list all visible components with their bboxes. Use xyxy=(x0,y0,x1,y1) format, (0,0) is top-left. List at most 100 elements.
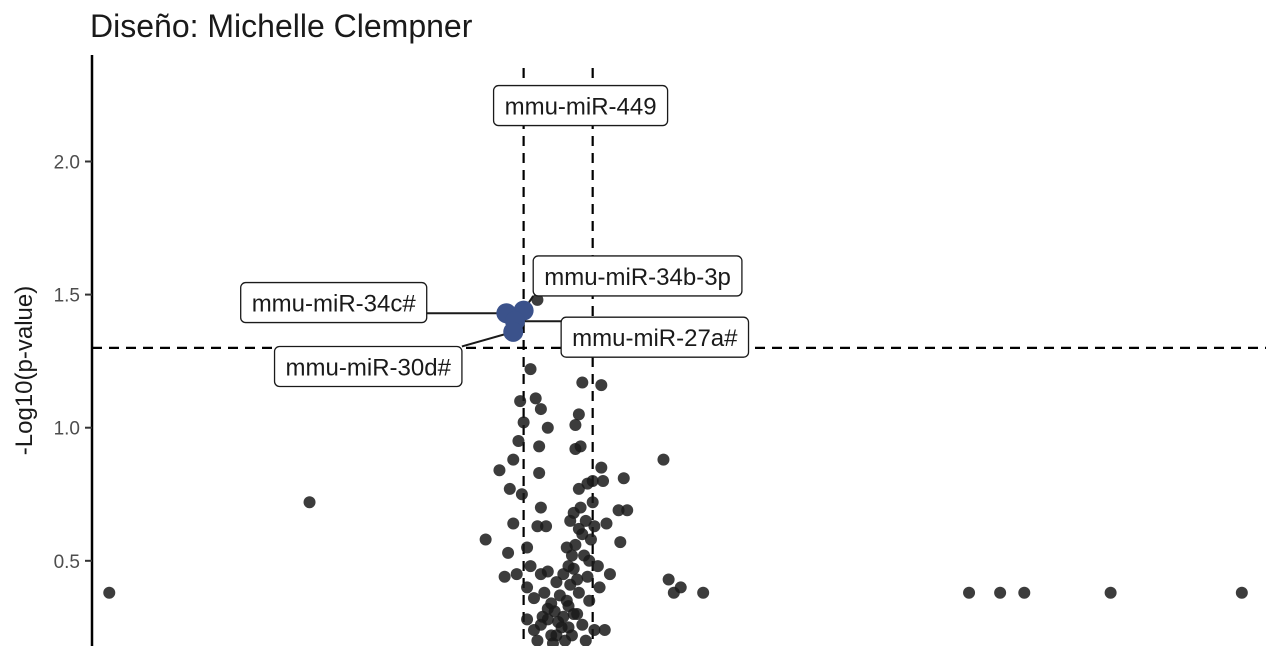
data-point xyxy=(562,621,575,634)
data-point xyxy=(674,581,687,594)
data-point xyxy=(550,576,563,589)
highlighted-points xyxy=(426,95,562,348)
axes: 0.5 1.0 1.5 2.0 -Log10(p-value) xyxy=(11,55,94,646)
data-point xyxy=(1235,586,1248,599)
point-label-text: mmu-miR-27a# xyxy=(572,325,738,352)
data-point xyxy=(498,570,511,583)
data-point xyxy=(603,568,616,581)
data-point xyxy=(524,363,537,376)
data-point xyxy=(303,496,316,509)
data-point xyxy=(581,570,594,583)
data-point xyxy=(527,624,540,637)
data-point xyxy=(514,395,527,408)
point-label-text: mmu-miR-30d# xyxy=(286,354,452,381)
data-point xyxy=(515,488,528,501)
data-point xyxy=(517,416,530,429)
data-point xyxy=(579,634,592,646)
data-point xyxy=(533,466,546,479)
data-point xyxy=(581,477,594,490)
data-point xyxy=(569,443,582,455)
point-label: mmu-miR-449 xyxy=(492,84,669,127)
data-point xyxy=(583,594,596,607)
data-point xyxy=(507,517,520,530)
y-tick-label: 1.0 xyxy=(54,419,80,440)
point-label: mmu-miR-34c# xyxy=(240,281,428,324)
y-tick-label: 0.5 xyxy=(54,552,80,573)
data-point xyxy=(598,624,611,637)
data-point xyxy=(533,440,546,453)
data-point xyxy=(531,634,544,646)
data-point xyxy=(521,541,534,554)
data-point xyxy=(534,403,547,416)
data-point xyxy=(552,616,565,629)
point-label-box xyxy=(273,345,463,388)
data-point xyxy=(512,435,525,448)
data-point xyxy=(479,533,492,546)
data-point xyxy=(510,568,523,581)
data-point xyxy=(994,586,1007,599)
chart-title: Diseño: Michelle Clempner xyxy=(90,8,473,44)
data-point xyxy=(617,472,630,485)
data-point xyxy=(541,565,554,578)
point-label-text: mmu-miR-34c# xyxy=(252,291,417,318)
data-point xyxy=(540,520,553,533)
data-point xyxy=(529,392,542,405)
data-point xyxy=(553,589,566,602)
data-point xyxy=(657,453,670,466)
data-point xyxy=(595,461,608,474)
data-point xyxy=(524,560,537,573)
data-point xyxy=(531,293,544,306)
data-point xyxy=(502,546,515,559)
data-point xyxy=(572,482,585,495)
data-point xyxy=(621,504,634,517)
data-point xyxy=(527,592,540,605)
data-point xyxy=(569,538,582,551)
data-point xyxy=(521,613,534,626)
data-point xyxy=(662,573,675,586)
data-point xyxy=(541,421,554,434)
data-point xyxy=(503,482,516,495)
data-point xyxy=(572,586,585,599)
data-point xyxy=(538,586,551,599)
y-tick-label: 2.0 xyxy=(54,152,80,173)
data-point xyxy=(588,520,601,533)
data-point xyxy=(531,520,544,533)
point-labels: mmu-miR-449 mmu-miR-34b-3p mmu-miR-34c# mmu… xyxy=(240,84,750,388)
data-point xyxy=(586,496,599,509)
data-point xyxy=(584,533,597,546)
data-point xyxy=(576,376,589,389)
data-point xyxy=(600,517,613,530)
y-axis-label: -Log10(p-value) xyxy=(11,286,38,455)
point-label-box xyxy=(532,255,743,297)
data-point xyxy=(588,624,601,637)
data-point xyxy=(963,586,976,599)
data-point xyxy=(569,419,582,432)
data-point xyxy=(521,581,534,594)
data-point xyxy=(614,536,627,549)
data-point xyxy=(612,504,625,517)
data-point xyxy=(576,528,589,541)
point-label: mmu-miR-34b-3p xyxy=(532,255,743,297)
data-point xyxy=(103,586,116,599)
data-point xyxy=(597,474,610,487)
data-point xyxy=(697,586,710,599)
data-point xyxy=(493,464,506,477)
data-point xyxy=(567,608,580,621)
scatter-points xyxy=(103,293,1248,646)
point-label: mmu-miR-30d# xyxy=(273,345,463,388)
data-point xyxy=(507,453,520,466)
data-point xyxy=(579,514,592,527)
point-label-box xyxy=(560,316,750,358)
data-point xyxy=(545,597,558,610)
point-label-text: mmu-miR-449 xyxy=(505,94,657,121)
data-point xyxy=(565,549,578,562)
data-point xyxy=(534,501,547,514)
data-point xyxy=(1018,586,1031,599)
data-point xyxy=(546,637,559,646)
highlighted-point xyxy=(503,321,524,342)
point-label-box xyxy=(240,281,428,324)
data-point xyxy=(593,581,606,594)
data-point xyxy=(1104,586,1117,599)
data-point xyxy=(536,610,549,623)
